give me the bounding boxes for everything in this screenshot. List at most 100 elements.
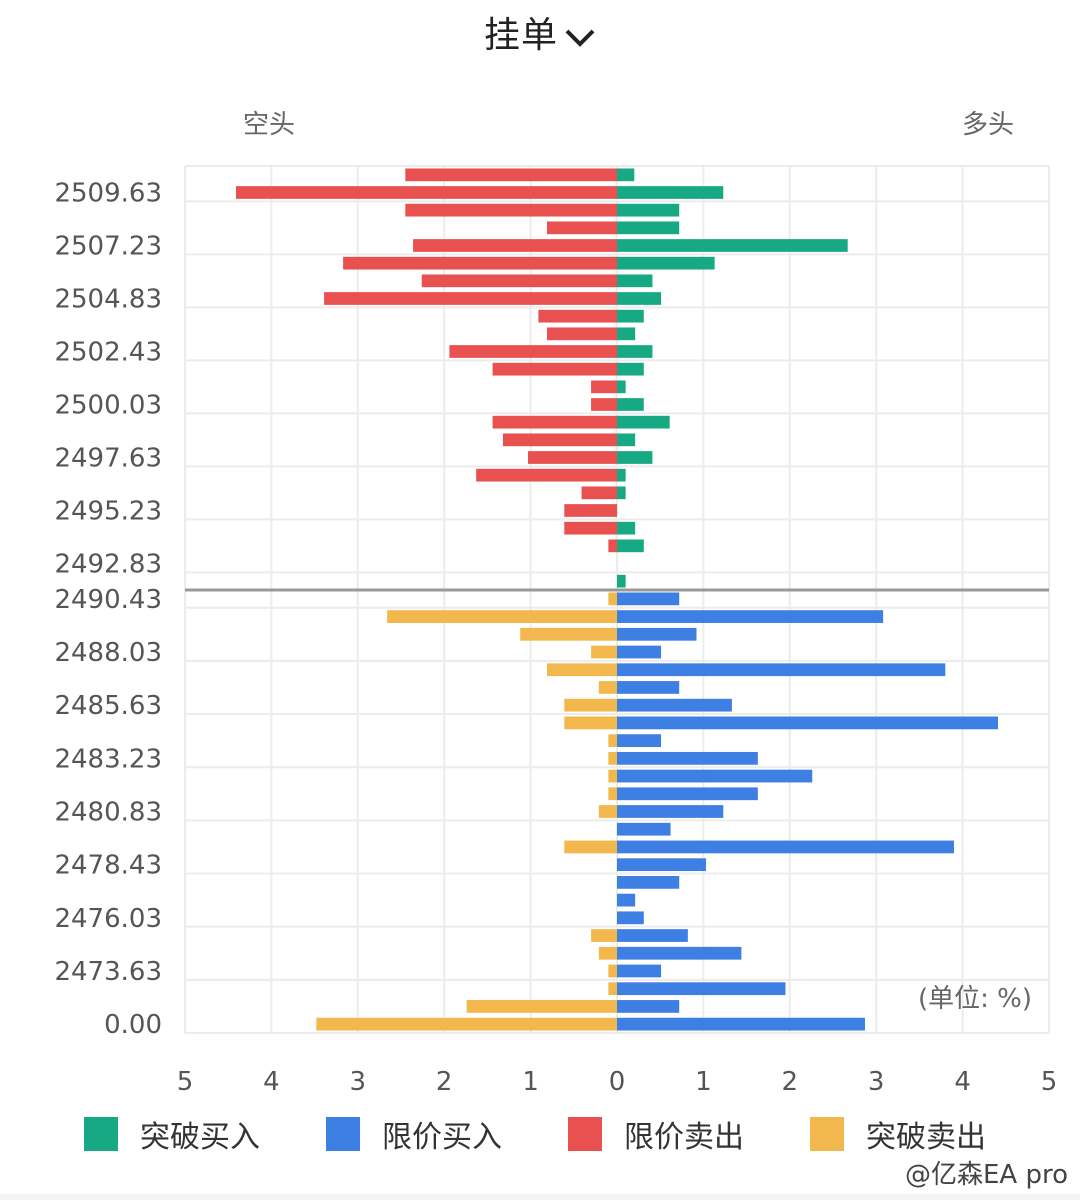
x-tick-label: 4 [954, 1067, 971, 1097]
bar-breakout-buy [617, 380, 626, 394]
bar-limit-sell [449, 345, 617, 358]
bar-limit-sell [405, 168, 617, 182]
bar-limit-buy [617, 982, 786, 996]
bottom-divider [0, 1194, 1080, 1200]
legend-label: 限价买入 [382, 1120, 502, 1155]
order-book-title-dropdown[interactable]: 挂单 [0, 6, 1080, 58]
bar-limit-buy [617, 1000, 680, 1013]
y-tick-label: 0.00 [104, 1010, 162, 1040]
bar-limit-buy [617, 751, 758, 765]
bar-limit-buy [617, 734, 662, 747]
y-tick-label: 2502.43 [54, 338, 162, 368]
y-tick-label: 2504.83 [54, 285, 162, 315]
bar-breakout-sell [547, 663, 617, 677]
bar-limit-buy [617, 769, 813, 783]
bar-breakout-buy [617, 203, 680, 217]
bar-limit-buy [617, 681, 680, 694]
y-tick-label: 2483.23 [54, 744, 162, 774]
bar-limit-sell [421, 274, 617, 288]
bar-limit-sell [492, 362, 617, 376]
legend-item-breakout-buy[interactable]: 突破买入 [84, 1112, 260, 1156]
bar-limit-buy [617, 787, 758, 801]
x-tick-label: 4 [263, 1067, 280, 1097]
bar-breakout-sell [564, 698, 617, 712]
bar-limit-buy [617, 911, 644, 925]
y-tick-label: 2478.43 [54, 851, 162, 881]
y-tick-label: 2509.63 [54, 179, 162, 209]
bar-breakout-buy [617, 309, 644, 323]
x-tick-label: 3 [868, 1067, 885, 1097]
y-tick-label: 2473.63 [54, 957, 162, 987]
bar-limit-buy [617, 592, 680, 606]
bar-limit-buy [617, 946, 742, 960]
bar-breakout-sell [598, 946, 617, 960]
legend-swatch-limit-sell [568, 1117, 602, 1151]
y-tick-label: 2500.03 [54, 391, 162, 421]
bar-limit-sell [564, 521, 617, 535]
x-tick-label: 5 [177, 1067, 194, 1097]
bar-limit-sell [528, 451, 617, 464]
bar-limit-buy [617, 716, 999, 730]
watermark: @亿森EA pro [904, 1160, 1068, 1190]
bar-limit-sell [235, 186, 617, 199]
bar-breakout-buy [617, 256, 715, 270]
bar-limit-buy [617, 645, 662, 659]
bar-breakout-buy [617, 345, 653, 358]
y-tick-label: 2480.83 [54, 798, 162, 828]
legend-item-limit-buy[interactable]: 限价买入 [326, 1112, 502, 1156]
bar-breakout-sell [608, 592, 617, 606]
bar-limit-buy [617, 663, 946, 677]
bar-breakout-sell [608, 787, 617, 801]
bar-breakout-sell [608, 964, 617, 978]
bar-breakout-buy [617, 239, 848, 252]
bar-breakout-buy [617, 292, 662, 305]
legend-label: 突破卖出 [866, 1120, 986, 1155]
bar-limit-sell [502, 433, 617, 447]
bar-breakout-sell [608, 751, 617, 765]
bar-breakout-sell [591, 929, 617, 942]
chevron-down-icon[interactable] [564, 17, 596, 58]
bar-breakout-buy [617, 433, 636, 447]
bar-breakout-buy [617, 327, 636, 341]
bar-breakout-sell [608, 734, 617, 747]
bar-breakout-buy [617, 274, 653, 288]
x-tick-label: 1 [695, 1067, 712, 1097]
bar-breakout-buy [617, 362, 644, 376]
bar-limit-sell [413, 239, 617, 252]
bar-breakout-sell [564, 840, 617, 854]
x-tick-label: 3 [350, 1067, 367, 1097]
bar-limit-buy [617, 858, 706, 872]
bar-breakout-sell [608, 982, 617, 996]
bar-limit-buy [617, 627, 697, 641]
bar-limit-sell [547, 221, 617, 235]
bar-breakout-buy [617, 468, 626, 482]
page-title: 挂单 [483, 15, 558, 56]
legend-item-limit-sell[interactable]: 限价卖出 [568, 1112, 744, 1156]
short-side-label: 空头 [243, 110, 296, 140]
bar-breakout-buy [617, 486, 626, 500]
bar-breakout-sell [466, 1000, 617, 1013]
legend-label: 限价卖出 [624, 1120, 744, 1155]
bar-limit-buy [617, 876, 680, 889]
order-book-chart: 2509.63 2507.23 2504.83 2502.43 2500.03 2497.… [54, 165, 1057, 1097]
y-tick-label: 2495.23 [54, 497, 162, 527]
bar-limit-buy [617, 805, 724, 818]
bar-breakout-buy [617, 574, 626, 588]
bar-limit-buy [617, 964, 662, 978]
bar-breakout-buy [617, 415, 670, 429]
y-tick-label: 2476.03 [54, 904, 162, 934]
bar-breakout-sell [591, 645, 617, 659]
legend-label: 突破买入 [140, 1120, 260, 1155]
bar-breakout-sell [608, 769, 617, 783]
bar-limit-buy [617, 893, 636, 907]
chart-legend: 突破买入 限价买入 限价卖出 突破卖出 [0, 1112, 1080, 1156]
y-tick-label: 2490.43 [54, 585, 162, 615]
legend-swatch-breakout-sell [810, 1117, 844, 1151]
bar-breakout-sell [520, 627, 617, 641]
x-tick-label: 0 [609, 1067, 626, 1097]
bar-limit-buy [617, 610, 884, 623]
bar-breakout-sell [564, 716, 617, 730]
bar-limit-sell [591, 380, 617, 394]
bar-breakout-sell [316, 1017, 617, 1031]
legend-item-breakout-sell[interactable]: 突破卖出 [810, 1112, 986, 1156]
